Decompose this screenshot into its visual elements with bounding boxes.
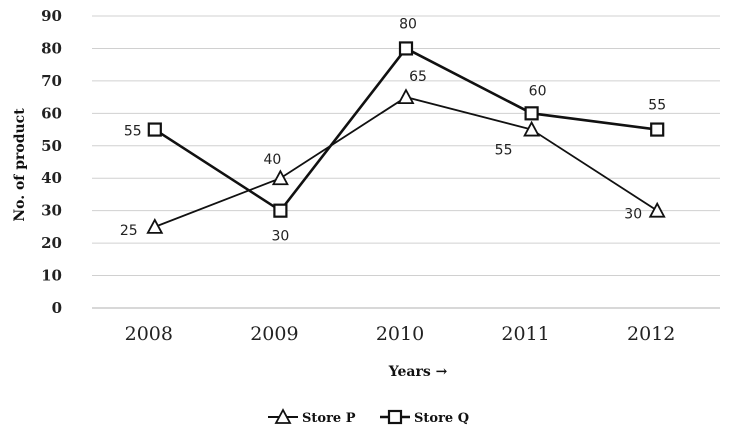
y-axis-ticks: 0 10 20 30 40 50 60 70 80 90 bbox=[41, 7, 62, 317]
y-tick-label: 10 bbox=[41, 267, 62, 285]
legend-item-store-q: Store Q bbox=[380, 409, 469, 426]
x-tick-label: 2009 bbox=[250, 323, 298, 345]
y-tick-label: 0 bbox=[52, 299, 62, 317]
store-q-line bbox=[154, 46, 658, 213]
legend-marker bbox=[387, 409, 403, 425]
x-axis-title: Years → bbox=[388, 364, 448, 380]
x-tick-label: 2010 bbox=[376, 323, 424, 345]
legend-label: Store Q bbox=[414, 411, 469, 426]
y-tick-label: 90 bbox=[41, 7, 62, 25]
store-p-point bbox=[648, 201, 666, 218]
store-q-data-label: 60 bbox=[529, 83, 547, 99]
store-q-data-label: 80 bbox=[399, 16, 417, 32]
store-q-point bbox=[273, 203, 288, 218]
store-p-line bbox=[154, 96, 658, 228]
store-q-point bbox=[147, 122, 162, 137]
x-axis-ticks: 2008 2009 2010 2011 2012 bbox=[125, 323, 676, 345]
x-tick-label: 2011 bbox=[501, 323, 549, 345]
series-group bbox=[146, 41, 666, 234]
store-p-point bbox=[523, 120, 541, 137]
store-p-point bbox=[271, 169, 289, 186]
store-q-point bbox=[398, 41, 414, 56]
y-axis-title: No. of product bbox=[12, 108, 28, 222]
y-tick-label: 70 bbox=[41, 72, 62, 90]
data-labels: 25 40 65 55 30 55 30 80 60 55 bbox=[120, 16, 666, 244]
store-p-data-label: 25 bbox=[120, 223, 138, 239]
y-tick-label: 20 bbox=[41, 234, 62, 252]
store-p-point bbox=[146, 217, 164, 234]
store-p-data-label: 65 bbox=[409, 69, 427, 85]
store-p-data-label: 30 bbox=[624, 207, 642, 223]
y-tick-label: 60 bbox=[41, 104, 62, 122]
store-q-data-label: 30 bbox=[271, 229, 289, 245]
y-tick-label: 50 bbox=[41, 137, 62, 155]
store-p-data-label: 55 bbox=[495, 143, 513, 159]
grid-lines bbox=[92, 15, 720, 309]
legend-item-store-p: Store P bbox=[268, 408, 356, 426]
store-q-data-label: 55 bbox=[648, 98, 666, 114]
x-tick-label: 2008 bbox=[125, 323, 173, 345]
store-q-point bbox=[650, 122, 665, 137]
legend: Store P Store Q bbox=[268, 408, 469, 426]
x-tick-label: 2012 bbox=[627, 323, 675, 345]
store-p-data-label: 40 bbox=[263, 152, 281, 168]
store-p-point bbox=[397, 88, 415, 105]
y-tick-label: 80 bbox=[41, 39, 62, 57]
store-q-point bbox=[524, 106, 539, 121]
legend-label: Store P bbox=[302, 411, 356, 426]
legend-marker bbox=[274, 408, 292, 424]
store-q-data-label: 55 bbox=[124, 124, 142, 140]
y-tick-label: 30 bbox=[41, 202, 62, 220]
y-tick-label: 40 bbox=[41, 169, 62, 187]
